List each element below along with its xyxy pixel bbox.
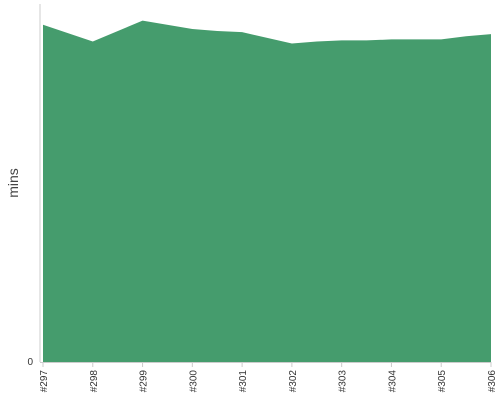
x-tick-label: #297 [39, 370, 50, 393]
x-tick-label: #300 [188, 370, 199, 393]
x-tick-label: #302 [288, 370, 299, 393]
y-axis-tick-labels: 0 [27, 357, 33, 368]
x-tick-label: #298 [89, 370, 100, 393]
x-tick-label: #304 [387, 370, 398, 393]
x-tick-label: #303 [338, 370, 349, 393]
x-tick-label: #306 [487, 370, 498, 393]
area-series [43, 20, 491, 363]
x-tick-label: #299 [139, 370, 150, 393]
x-tick-label: #301 [238, 370, 249, 393]
y-tick-label: 0 [27, 357, 33, 368]
x-axis-ticks [42, 362, 492, 367]
x-axis-tick-labels: #297 #298 #299 #300 #301 #302 #303 #304 #305 #306 [39, 370, 498, 393]
x-tick-label: #305 [437, 370, 448, 393]
y-axis-title: mins [5, 168, 21, 198]
